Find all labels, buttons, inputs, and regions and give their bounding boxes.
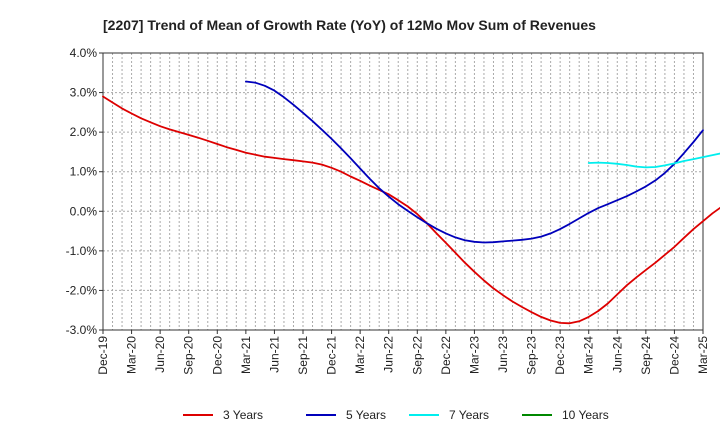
y-tick-label: -3.0% (66, 323, 98, 337)
x-tick-label: Dec-23 (553, 336, 567, 375)
x-tick-label: Jun-21 (267, 336, 281, 373)
series-layer (102, 80, 720, 325)
x-tick-label: Jun-24 (610, 336, 624, 373)
x-tick-label: Mar-25 (696, 336, 710, 374)
y-tick-label: 3.0% (70, 86, 98, 100)
x-tick-label: Dec-19 (96, 336, 110, 375)
legend-label: 5 Years (346, 408, 386, 422)
grid-layer (103, 53, 703, 330)
x-tick-label: Sep-20 (182, 336, 196, 375)
y-tick-label: -1.0% (66, 244, 98, 258)
x-tick-label: Mar-22 (353, 336, 367, 374)
series-line-3-years (102, 95, 720, 325)
x-tick-label: Mar-24 (582, 336, 596, 374)
x-tick-label: Jun-23 (496, 336, 510, 373)
x-tick-label: Dec-20 (210, 336, 224, 375)
x-tick-label: Sep-23 (525, 336, 539, 375)
x-tick-label: Mar-21 (239, 336, 253, 374)
x-tick-label: Dec-22 (439, 336, 453, 375)
y-tick-label: 0.0% (70, 204, 98, 218)
x-tick-label: Mar-20 (125, 336, 139, 374)
x-tick-label: Jun-22 (382, 336, 396, 373)
y-tick-label: 2.0% (70, 125, 98, 139)
x-tick-label: Sep-21 (296, 336, 310, 375)
plot-area (103, 53, 703, 330)
x-tick-label: Mar-23 (467, 336, 481, 374)
series-line-7-years (587, 152, 720, 169)
x-tick-label: Dec-24 (667, 336, 681, 375)
x-tick-label: Jun-20 (153, 336, 167, 373)
chart-title: [2207] Trend of Mean of Growth Rate (YoY… (103, 17, 596, 33)
x-tick-label: Sep-22 (410, 336, 424, 375)
legend-label: 10 Years (562, 408, 609, 422)
legend-label: 3 Years (223, 408, 263, 422)
legend: 3 Years 5 Years 7 Years 10 Years (183, 408, 609, 422)
y-tick-label: 1.0% (70, 165, 98, 179)
y-tick-label: 4.0% (70, 46, 98, 60)
axis-layer: 4.0% 3.0% 2.0% 1.0% 0.0% -1.0% -2.0% -3.0%Dec-1… (66, 46, 710, 375)
plot-border (102, 52, 704, 331)
x-tick-label: Dec-21 (325, 336, 339, 375)
y-tick-label: -2.0% (66, 283, 98, 297)
legend-label: 7 Years (449, 408, 489, 422)
series-line-5-years (244, 80, 704, 244)
x-tick-label: Sep-24 (639, 336, 653, 375)
